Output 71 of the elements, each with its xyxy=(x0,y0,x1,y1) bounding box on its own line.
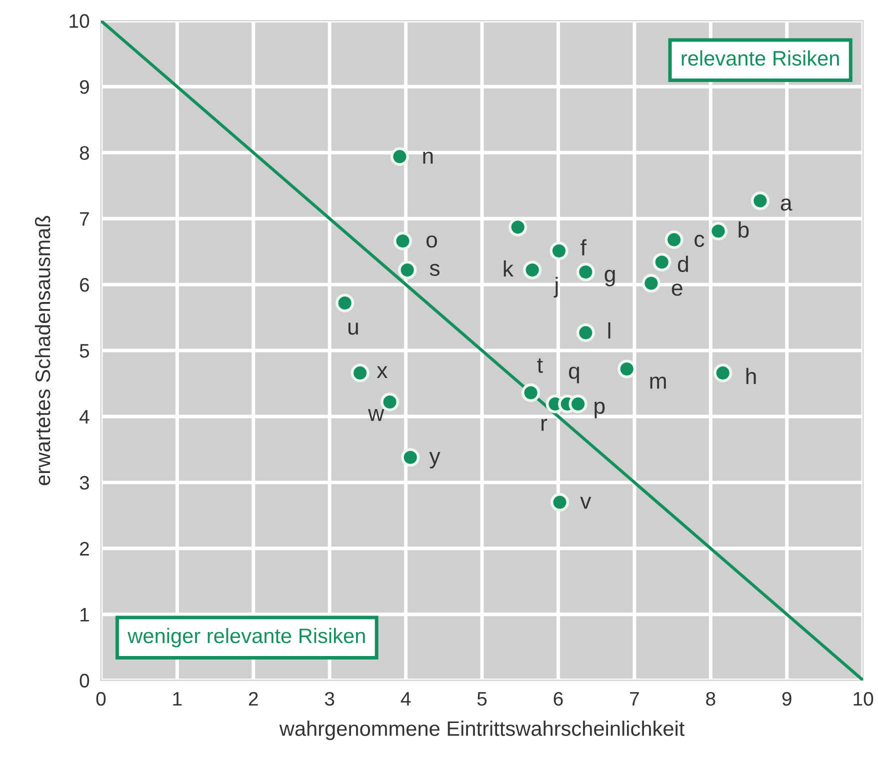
y-tick-label: 10 xyxy=(70,14,90,28)
point xyxy=(336,294,354,312)
y-tick-label: 2 xyxy=(80,542,89,556)
annotation: weniger relevante Risiken xyxy=(128,628,365,648)
point xyxy=(750,191,770,210)
point xyxy=(576,323,595,342)
annotation: x xyxy=(376,366,388,378)
point xyxy=(642,274,661,293)
point xyxy=(618,360,636,378)
x-tick-label: 0 xyxy=(96,692,106,706)
annotation: c xyxy=(694,234,704,247)
y-tick-label: 5 xyxy=(80,344,90,358)
x-tick-label: 8 xyxy=(706,692,716,706)
annotation: d xyxy=(678,256,688,272)
x-tick-label: 2 xyxy=(248,692,258,706)
point xyxy=(550,242,568,260)
annotation: u xyxy=(348,322,358,335)
y-tick-label: 6 xyxy=(80,278,90,292)
x-axis-title: wahrgenommene Eintrittswahrscheinlichkeit xyxy=(279,720,685,740)
x-tick-label: 10 xyxy=(854,692,874,706)
annotation: j xyxy=(554,276,558,298)
y-tick-label: 4 xyxy=(79,410,90,424)
point xyxy=(568,394,588,414)
annotation: r xyxy=(542,418,548,431)
annotation: w xyxy=(368,409,384,421)
annotation: q xyxy=(568,366,579,384)
annotation: f xyxy=(580,239,587,256)
point xyxy=(664,230,684,250)
annotation: b xyxy=(738,221,749,238)
point xyxy=(390,147,410,166)
y-tick-label: 0 xyxy=(80,674,90,688)
x-tick-label: 5 xyxy=(477,692,487,706)
x-tick-label: 9 xyxy=(782,692,792,706)
x-tick-label: 6 xyxy=(554,692,563,706)
y-tick-label: 1 xyxy=(80,608,89,622)
x-tick-label: 3 xyxy=(324,692,334,706)
point xyxy=(393,232,412,250)
annotation: l xyxy=(608,322,610,338)
annotation: t xyxy=(537,358,543,373)
point xyxy=(398,260,417,280)
point xyxy=(576,262,595,282)
annotation: g xyxy=(604,270,615,286)
x-tick-label: 4 xyxy=(400,692,411,706)
annotation: m xyxy=(650,376,666,389)
annotation: h xyxy=(746,368,756,384)
y-axis-title: erwartetes Schadensausmaß xyxy=(34,216,50,486)
y-tick-label: 7 xyxy=(80,212,89,226)
point xyxy=(652,252,672,272)
y-tick-label: 3 xyxy=(80,476,90,490)
annotation: n xyxy=(423,152,433,164)
point xyxy=(401,448,420,467)
point xyxy=(508,218,528,236)
point xyxy=(521,383,540,402)
annotation: o xyxy=(426,235,437,248)
annotation: v xyxy=(580,496,592,509)
y-tick-label: 9 xyxy=(80,80,89,94)
point xyxy=(350,364,370,382)
annotation: e xyxy=(672,284,682,296)
annotation: y xyxy=(429,452,440,468)
point xyxy=(708,222,728,240)
point xyxy=(550,492,570,512)
x-tick-label: 7 xyxy=(630,692,639,706)
annotation: p xyxy=(594,402,605,418)
y-tick-label: 8 xyxy=(80,146,90,160)
annotation: k xyxy=(504,260,514,276)
x-tick-label: 1 xyxy=(173,692,182,706)
annotation: s xyxy=(430,264,440,276)
annotation: a xyxy=(780,198,792,211)
point xyxy=(714,364,732,382)
annotation: relevante Risiken xyxy=(682,50,839,66)
point xyxy=(523,260,542,280)
